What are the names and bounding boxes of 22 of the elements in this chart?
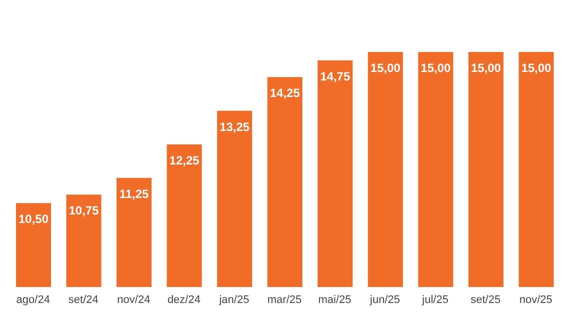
data-label: 13,25 bbox=[220, 120, 250, 134]
data-label: 15,00 bbox=[370, 61, 401, 75]
x-tick-label: jan/25 bbox=[218, 294, 250, 306]
data-label: 15,00 bbox=[420, 61, 452, 75]
x-tick-label: nov/24 bbox=[117, 294, 150, 306]
data-label: 14,75 bbox=[320, 69, 350, 84]
x-tick-label: set/25 bbox=[470, 294, 501, 306]
x-tick-label: mar/25 bbox=[267, 294, 302, 306]
x-tick-label: jun/25 bbox=[369, 294, 400, 306]
data-label: 15,00 bbox=[470, 61, 502, 75]
x-tick-label: nov/25 bbox=[519, 294, 552, 306]
data-label: 11,25 bbox=[119, 186, 150, 201]
data-label: 12,25 bbox=[169, 153, 200, 168]
data-label: 15,00 bbox=[521, 61, 552, 75]
x-tick-label: jul/25 bbox=[421, 294, 448, 306]
x-tick-label: set/24 bbox=[68, 294, 98, 306]
data-label: 10,50 bbox=[18, 212, 49, 226]
data-label: 10,75 bbox=[68, 204, 100, 218]
x-tick-label: ago/24 bbox=[16, 294, 50, 306]
data-label: 14,25 bbox=[270, 86, 300, 100]
x-tick-label: dez/24 bbox=[167, 294, 200, 306]
x-tick-label: mai/25 bbox=[318, 294, 352, 306]
